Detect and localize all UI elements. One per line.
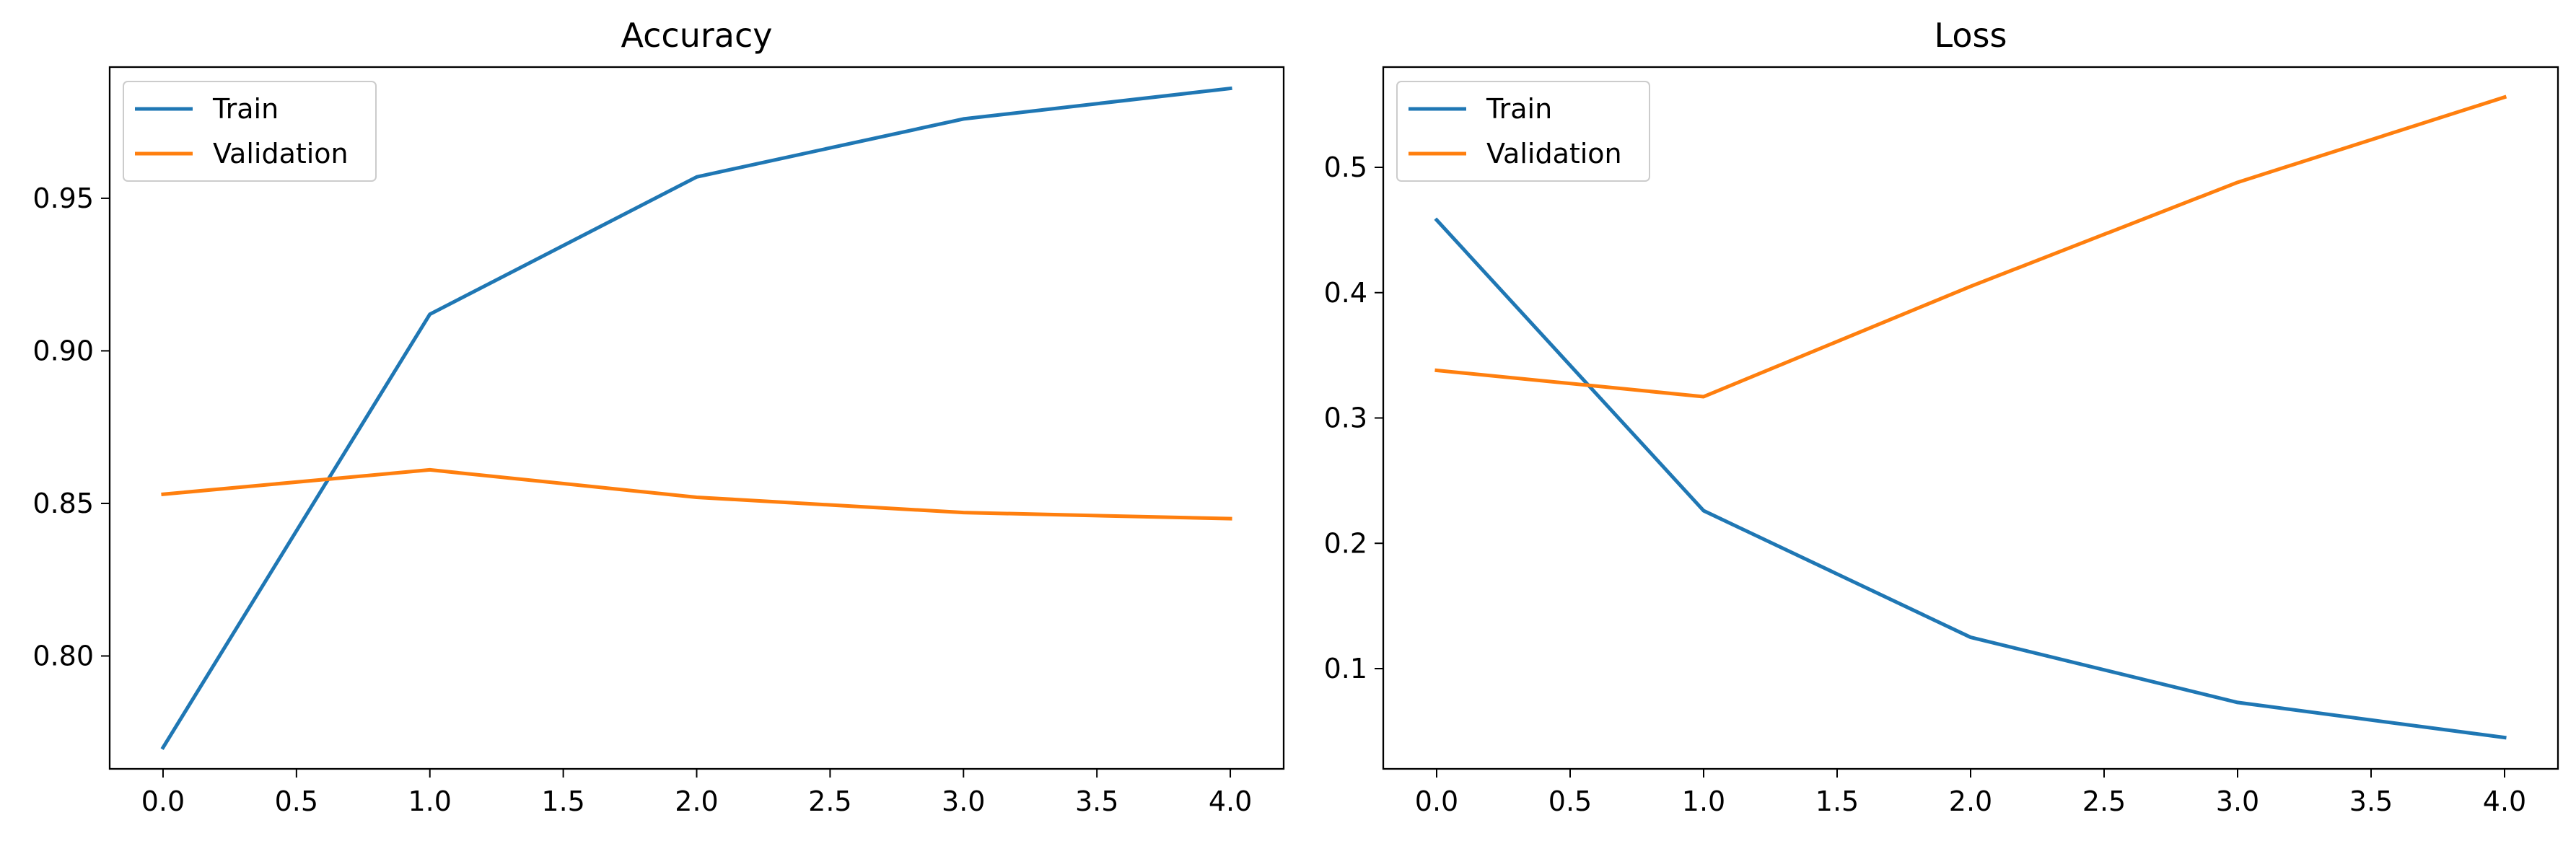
y-tick-label: 0.2 (1324, 527, 1367, 559)
legend-label: Train (1486, 93, 1552, 125)
x-tick-label: 2.5 (2082, 785, 2126, 817)
legend-label: Validation (1486, 138, 1622, 169)
x-tick-label: 2.0 (675, 785, 718, 817)
x-tick-label: 1.5 (541, 785, 584, 817)
series-line-train (160, 86, 1232, 750)
x-tick-label: 1.0 (1682, 785, 1725, 817)
x-tick-label: 0.0 (141, 785, 185, 817)
legend: Train Validation (123, 81, 377, 182)
y-tick-label: 0.95 (32, 182, 94, 214)
x-tick-label: 3.5 (1075, 785, 1118, 817)
chart-title: Accuracy (621, 16, 772, 55)
y-tick-label: 0.1 (1324, 653, 1367, 684)
y-tick-label: 0.85 (32, 488, 94, 519)
x-tick-label: 1.0 (408, 785, 452, 817)
x-tick-label: 4.0 (2483, 785, 2526, 817)
y-tick-label: 0.3 (1324, 402, 1367, 434)
x-tick-label: 3.0 (942, 785, 985, 817)
series-line-train (1434, 217, 2507, 740)
x-tick-label: 0.5 (1548, 785, 1592, 817)
chart-title: Loss (1935, 16, 2007, 55)
x-tick-label: 2.0 (1949, 785, 1992, 817)
y-tick-label: 0.90 (32, 335, 94, 366)
x-tick-label: 1.5 (1815, 785, 1859, 817)
legend-box (123, 81, 377, 182)
x-tick-label: 3.0 (2216, 785, 2259, 817)
series-line-validation (161, 467, 1232, 521)
legend-label: Train (212, 93, 279, 125)
chart-1: Loss 0.0 0.5 1.0 1.5 2.0 2.5 3.0 3.5 4.0 0.1 0.2 0.3… (1324, 16, 2559, 817)
legend: Train Validation (1396, 81, 1650, 182)
legend-label: Validation (213, 138, 349, 169)
x-tick-label: 0.0 (1415, 785, 1458, 817)
x-tick-label: 0.5 (275, 785, 318, 817)
chart-0: Accuracy 0.0 0.5 1.0 1.5 2.0 2.5 3.0 3.5 4.0 0.80 0… (32, 16, 1285, 817)
y-tick-label: 0.4 (1324, 277, 1367, 309)
x-tick-label: 3.5 (2349, 785, 2393, 817)
x-tick-label: 2.5 (808, 785, 851, 817)
y-tick-label: 0.5 (1324, 151, 1367, 183)
legend-box (1396, 81, 1650, 182)
y-tick-label: 0.80 (32, 640, 94, 672)
x-tick-label: 4.0 (1209, 785, 1252, 817)
series-line-validation (1434, 94, 2507, 399)
